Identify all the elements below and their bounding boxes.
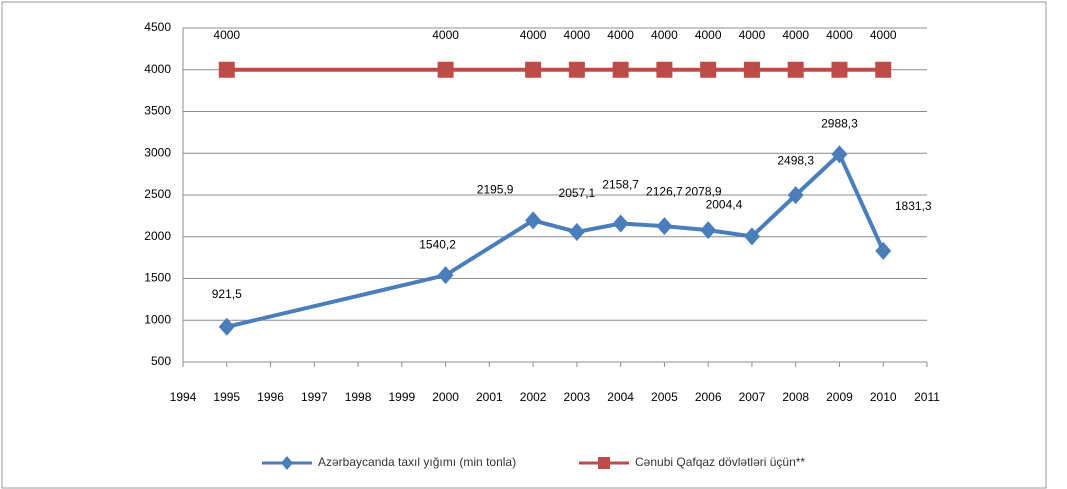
marker — [437, 61, 454, 78]
x-tick-label: 2000 — [432, 390, 459, 404]
y-tick-label: 2500 — [144, 187, 171, 201]
legend-marker — [598, 457, 610, 469]
y-tick-label: 500 — [151, 354, 171, 368]
data-label: 2158,7 — [602, 178, 639, 192]
marker — [568, 222, 585, 241]
marker — [525, 61, 542, 78]
x-tick-label: 2009 — [826, 390, 853, 404]
data-label: 4000 — [213, 28, 240, 42]
x-tick-label: 1997 — [301, 390, 328, 404]
marker — [656, 61, 673, 78]
marker — [525, 211, 542, 230]
y-tick-label: 3500 — [144, 104, 171, 118]
data-label: 4000 — [564, 28, 591, 42]
x-tick-label: 1999 — [388, 390, 415, 404]
y-tick-label: 1500 — [144, 271, 171, 285]
data-label: 4000 — [870, 28, 897, 42]
marker — [787, 186, 804, 205]
marker — [831, 61, 848, 78]
data-label: 2078,9 — [685, 184, 722, 198]
marker — [743, 61, 760, 78]
marker — [875, 61, 892, 78]
marker — [787, 61, 804, 78]
legend-label: Azərbaycanda taxıl yığımı (min tonla) — [318, 455, 516, 469]
data-label: 2126,7 — [646, 184, 683, 198]
data-label: 921,5 — [212, 287, 242, 301]
data-label: 2988,3 — [821, 116, 858, 130]
marker — [612, 214, 629, 233]
x-tick-label: 2008 — [782, 390, 809, 404]
legend-label: Cənubi Qafqaz dövlətləri üçün** — [635, 455, 805, 469]
marker — [743, 227, 760, 246]
x-tick-label: 2001 — [476, 390, 503, 404]
marker — [437, 266, 454, 285]
marker — [218, 317, 235, 336]
x-tick-label: 2003 — [564, 390, 591, 404]
marker — [568, 61, 585, 78]
marker — [612, 61, 629, 78]
y-tick-label: 4500 — [144, 20, 171, 34]
y-tick-label: 1000 — [144, 312, 171, 326]
y-tick-label: 2000 — [144, 229, 171, 243]
marker — [218, 61, 235, 78]
data-label: 4000 — [739, 28, 766, 42]
marker — [700, 221, 717, 240]
data-label: 4000 — [695, 28, 722, 42]
data-label: 1540,2 — [419, 237, 456, 251]
x-tick-label: 2006 — [695, 390, 722, 404]
data-label: 4000 — [651, 28, 678, 42]
legend-marker — [281, 456, 293, 470]
marker — [831, 145, 848, 164]
x-tick-label: 2002 — [520, 390, 547, 404]
x-tick-label: 2004 — [607, 390, 634, 404]
x-tick-label: 1995 — [213, 390, 240, 404]
x-tick-label: 2011 — [914, 390, 940, 404]
data-label: 4000 — [432, 28, 459, 42]
data-label: 2195,9 — [477, 183, 514, 197]
x-tick-label: 2007 — [739, 390, 766, 404]
marker — [656, 217, 673, 236]
chart-border — [1, 1, 1047, 489]
marker — [700, 61, 717, 78]
y-tick-label: 3000 — [144, 145, 171, 159]
data-label: 2498,3 — [777, 153, 814, 167]
data-label: 4000 — [520, 28, 547, 42]
y-tick-label: 4000 — [144, 62, 171, 76]
data-label: 2057,1 — [559, 186, 596, 200]
x-tick-label: 1994 — [170, 390, 197, 404]
data-label: 4000 — [782, 28, 809, 42]
x-tick-label: 1998 — [345, 390, 372, 404]
series-line — [226, 150, 886, 329]
x-tick-label: 1996 — [257, 390, 284, 404]
data-label: 2004,4 — [706, 198, 743, 212]
data-label: 1831,3 — [895, 199, 932, 213]
x-tick-label: 2010 — [870, 390, 897, 404]
x-tick-label: 2005 — [651, 390, 678, 404]
data-label: 4000 — [826, 28, 853, 42]
marker — [875, 241, 892, 260]
data-label: 4000 — [607, 28, 634, 42]
